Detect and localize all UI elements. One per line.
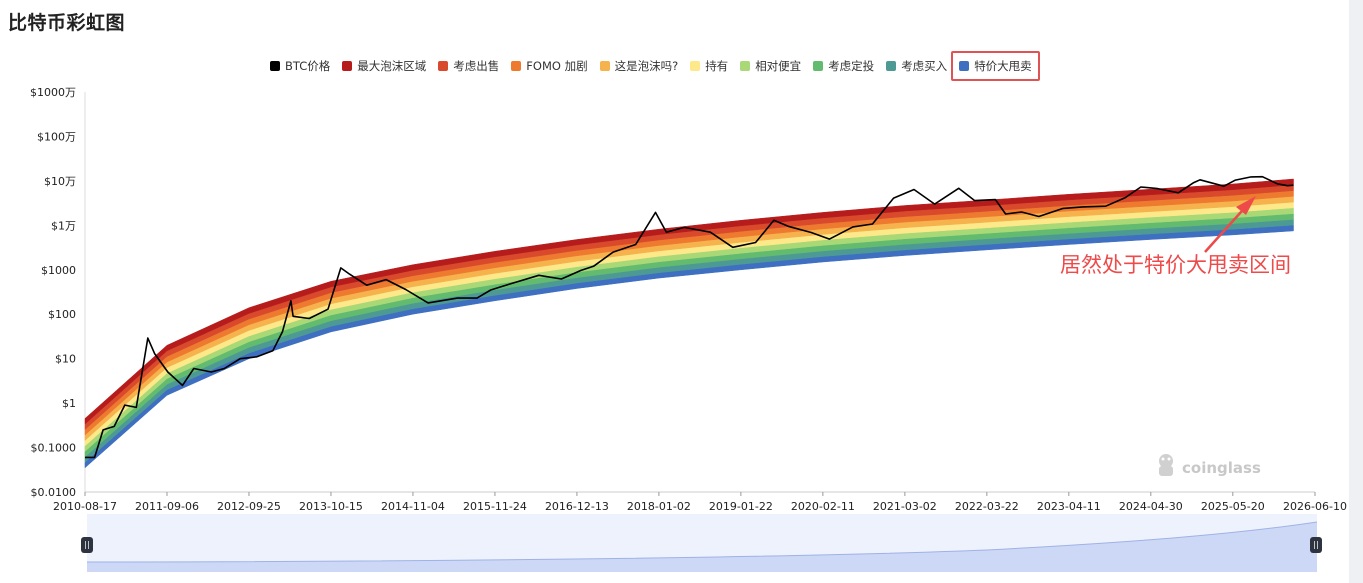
- y-tick-label: $10: [55, 353, 76, 366]
- legend-item-0[interactable]: BTC价格: [270, 58, 330, 74]
- legend-swatch: [270, 61, 280, 71]
- legend-item-5[interactable]: 持有: [690, 58, 728, 74]
- legend-label: 持有: [705, 59, 729, 73]
- scrollbar-track[interactable]: [1349, 0, 1363, 583]
- annotation-text: 居然处于特价大甩卖区间: [1060, 253, 1291, 277]
- y-tick-label: $10万: [44, 175, 76, 188]
- x-tick-label: 2026-06-10: [1283, 500, 1347, 513]
- legend-label: BTC价格: [285, 59, 331, 73]
- zoom-preview-area: [86, 521, 1318, 572]
- y-tick-label: $100: [48, 308, 76, 321]
- x-tick-label: 2015-11-24: [463, 500, 527, 513]
- watermark-text: coinglass: [1182, 459, 1261, 477]
- y-tick-label: $1000: [41, 264, 76, 277]
- legend-swatch: [959, 61, 970, 71]
- y-tick-label: $1: [62, 397, 76, 410]
- legend-label: 特价大甩卖: [974, 59, 1032, 73]
- legend-label: FOMO 加剧: [526, 59, 588, 73]
- legend-label: 考虑买入: [901, 59, 948, 73]
- annotation-arrow-head: [1236, 196, 1256, 215]
- x-tick-label: 2010-08-17: [53, 500, 117, 513]
- y-tick-label: $0.1000: [31, 442, 77, 455]
- x-tick-label: 2023-04-11: [1037, 500, 1101, 513]
- legend-item-2[interactable]: 考虑出售: [438, 58, 499, 74]
- x-tick-label: 2014-11-04: [381, 500, 445, 513]
- x-tick-label: 2016-12-13: [545, 500, 609, 513]
- legend-item-4[interactable]: 这是泡沫吗?: [599, 58, 679, 74]
- x-tick-label: 2011-09-06: [135, 500, 199, 513]
- legend-label: 最大泡沫区域: [357, 59, 427, 73]
- legend-label: 考虑出售: [453, 59, 500, 73]
- legend-label: 这是泡沫吗?: [614, 59, 679, 73]
- legend-item-1[interactable]: 最大泡沫区域: [342, 58, 426, 74]
- x-tick-label: 2018-01-02: [627, 500, 691, 513]
- chart-legend: BTC价格 最大泡沫区域 考虑出售 FOMO 加剧 这是泡沫吗? 持有 相对便宜 考虑定投 考虑…: [270, 51, 1052, 81]
- legend-swatch: [438, 61, 449, 71]
- price-line-layer: [85, 175, 1294, 459]
- x-tick-label: 2022-03-22: [955, 500, 1019, 513]
- rainbow-bands: [84, 178, 1294, 469]
- x-tick-label: 2020-02-11: [791, 500, 855, 513]
- legend-swatch: [599, 61, 610, 71]
- btc-price-line: [85, 175, 1294, 459]
- legend-item-3[interactable]: FOMO 加剧: [511, 58, 588, 74]
- zoom-slider-track[interactable]: [86, 514, 1318, 572]
- legend-swatch: [690, 61, 701, 71]
- y-tick-label: $1万: [51, 219, 76, 232]
- y-tick-label: $100万: [37, 130, 76, 143]
- page-title: 比特币彩虹图: [8, 12, 126, 34]
- annotation-layer: 居然处于特价大甩卖区间: [1060, 196, 1291, 277]
- x-tick-label: 2024-04-30: [1119, 500, 1183, 513]
- legend-swatch: [511, 61, 522, 71]
- legend-item-6[interactable]: 相对便宜: [740, 58, 801, 74]
- legend-swatch: [813, 61, 824, 71]
- legend-swatch: [740, 61, 751, 71]
- x-tick-label: 2025-05-20: [1201, 500, 1265, 513]
- legend-swatch: [886, 61, 897, 71]
- coinglass-logo-icon: [1159, 454, 1173, 476]
- x-tick-label: 2012-09-25: [217, 500, 281, 513]
- y-tick-label: $1000万: [30, 86, 76, 99]
- x-tick-label: 2013-10-15: [299, 500, 363, 513]
- watermark: coinglass: [1159, 454, 1261, 477]
- legend-label: 相对便宜: [755, 59, 802, 73]
- legend-item-7[interactable]: 考虑定投: [813, 58, 874, 74]
- legend-label: 考虑定投: [828, 59, 875, 73]
- legend-item-9[interactable]: 特价大甩卖: [951, 51, 1040, 81]
- x-tick-label: 2021-03-02: [873, 500, 937, 513]
- y-tick-label: $0.0100: [31, 486, 77, 499]
- legend-item-8[interactable]: 考虑买入: [886, 58, 947, 74]
- legend-swatch: [342, 61, 353, 71]
- zoom-handle-right[interactable]: ||: [1310, 537, 1322, 553]
- axis-layer: $0.0100 $0.1000 $1 $10 $100 $1000 $1万 $10万 $100万…: [30, 86, 1347, 513]
- x-tick-label: 2019-01-22: [709, 500, 773, 513]
- zoom-handle-left[interactable]: ||: [81, 537, 93, 553]
